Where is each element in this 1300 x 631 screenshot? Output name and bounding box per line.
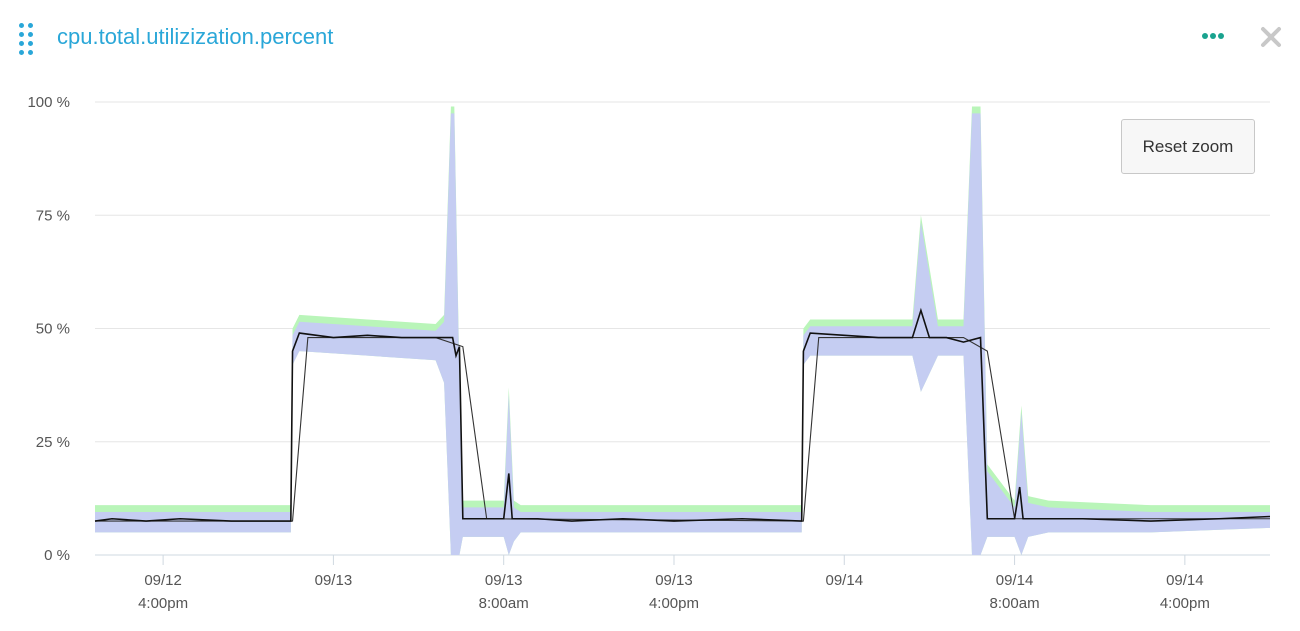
y-tick-label: 50 % (36, 321, 70, 338)
drag-handle-icon[interactable] (17, 23, 37, 55)
series-band-max (95, 106, 1270, 555)
y-tick-label: 0 % (44, 547, 70, 564)
x-tick-label: 09/14 (826, 572, 864, 589)
y-tick-label: 25 % (36, 434, 70, 451)
series-line-smoothed (95, 337, 1270, 522)
reset-zoom-button[interactable]: Reset zoom (1121, 119, 1255, 174)
y-tick-label: 75 % (36, 207, 70, 224)
x-tick-label: 4:00pm (1160, 595, 1210, 612)
widget-title: cpu.total.utilizization.percent (57, 24, 334, 49)
series-line-mean (94, 307, 1271, 522)
x-tick-label: 09/12 (144, 572, 182, 589)
y-tick-label: 100 % (27, 94, 70, 111)
more-dots-icon[interactable] (1200, 30, 1232, 42)
x-tick-label: 09/14 (996, 572, 1034, 589)
series-band-min (95, 113, 1270, 555)
x-tick-label: 4:00pm (649, 595, 699, 612)
close-icon[interactable] (1260, 26, 1282, 48)
widget-header: cpu.total.utilizization.percent (0, 0, 1300, 76)
x-tick-label: 8:00am (990, 595, 1040, 612)
x-tick-label: 8:00am (479, 595, 529, 612)
x-tick-label: 09/13 (485, 572, 523, 589)
x-tick-label: 09/13 (315, 572, 353, 589)
x-tick-label: 4:00pm (138, 595, 188, 612)
x-tick-label: 09/13 (655, 572, 693, 589)
x-tick-label: 09/14 (1166, 572, 1204, 589)
